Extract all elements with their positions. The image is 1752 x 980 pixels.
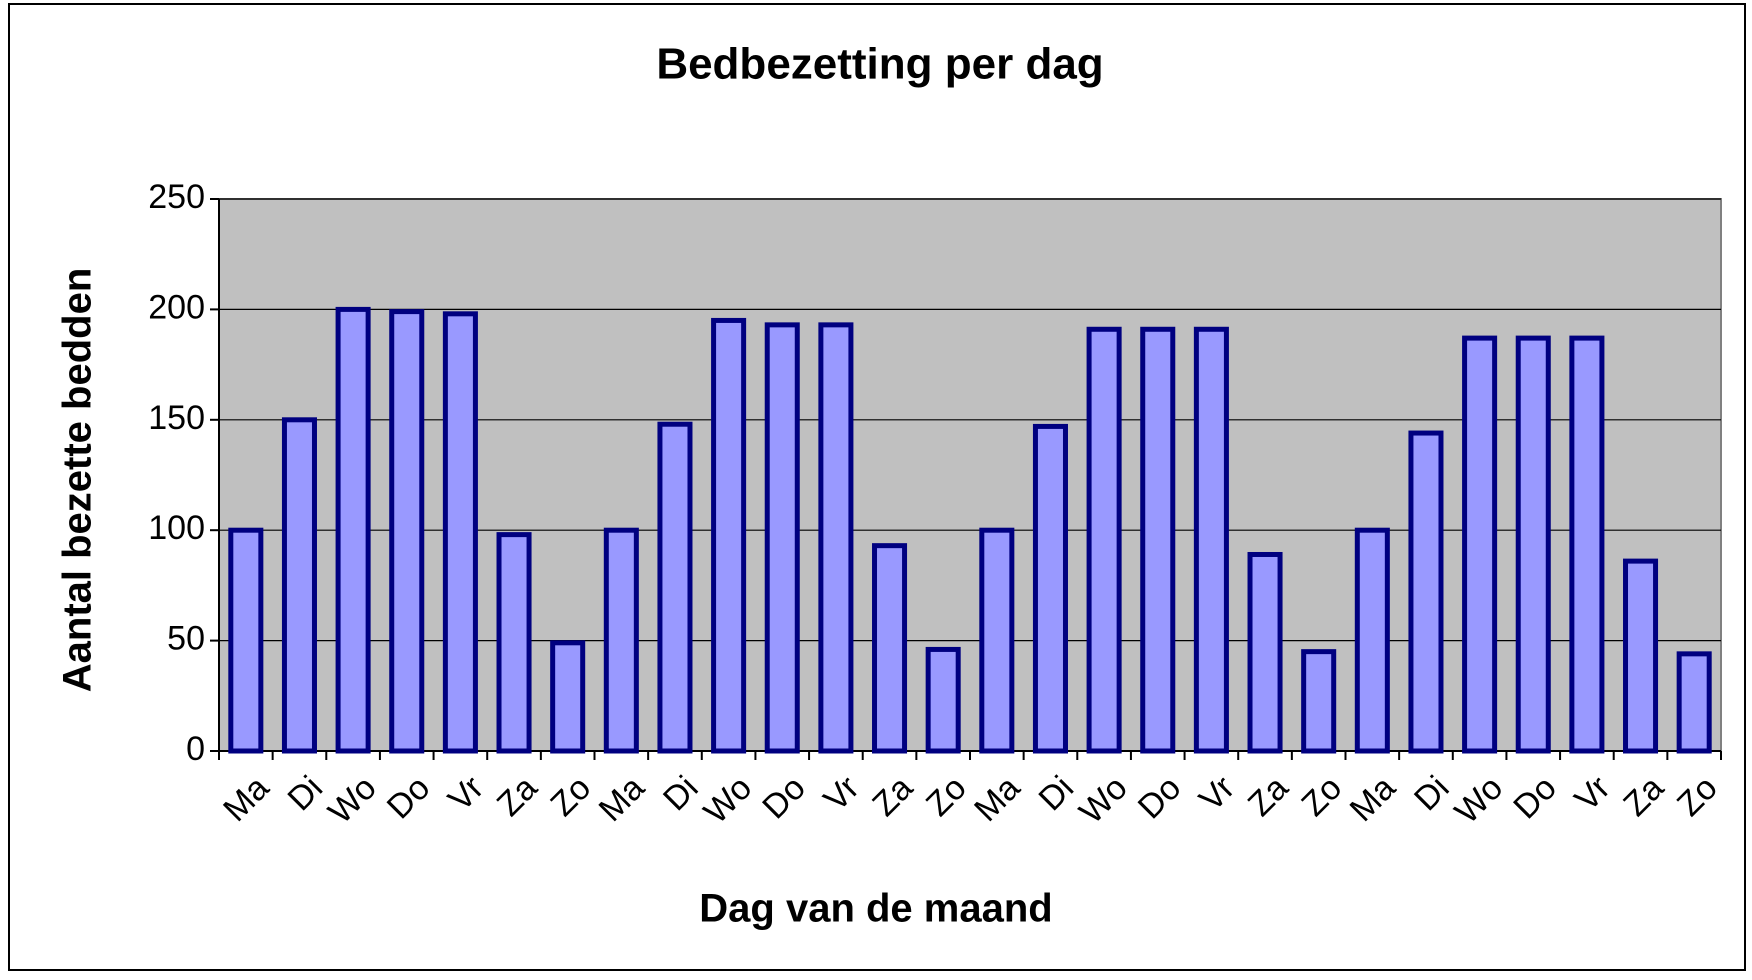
bar <box>496 532 532 754</box>
chart-title: Bedbezetting per dag <box>656 40 1103 89</box>
bar <box>228 527 264 754</box>
bar <box>1032 423 1068 754</box>
bar <box>1515 335 1551 754</box>
bar <box>711 317 747 754</box>
bar <box>657 421 693 754</box>
y-tick-label: 200 <box>148 288 205 326</box>
bar <box>1676 651 1712 754</box>
bar <box>1247 551 1283 754</box>
y-tick-label: 150 <box>148 399 205 437</box>
bar <box>1408 430 1444 754</box>
bar <box>925 646 961 754</box>
y-axis-label: Aantal bezette bedden <box>56 268 100 693</box>
y-tick-label: 250 <box>148 178 205 216</box>
bar <box>603 527 639 754</box>
bar <box>442 311 478 754</box>
bar <box>818 322 854 754</box>
bar <box>1462 335 1498 754</box>
bar <box>1193 326 1229 754</box>
bar <box>1140 326 1176 754</box>
bar <box>1354 527 1390 754</box>
bar <box>550 640 586 754</box>
bar <box>872 543 908 754</box>
y-tick-label: 50 <box>167 620 205 658</box>
bar <box>1623 558 1659 754</box>
bar <box>764 322 800 754</box>
bar <box>389 309 425 754</box>
bar <box>1569 335 1605 754</box>
bar <box>281 417 317 754</box>
bar <box>335 306 371 754</box>
bar <box>979 527 1015 754</box>
bar <box>1301 649 1337 754</box>
bar <box>1086 326 1122 754</box>
x-axis-label: Dag van de maand <box>699 887 1052 931</box>
y-tick-label: 100 <box>148 509 205 547</box>
y-tick-label: 0 <box>186 730 205 768</box>
